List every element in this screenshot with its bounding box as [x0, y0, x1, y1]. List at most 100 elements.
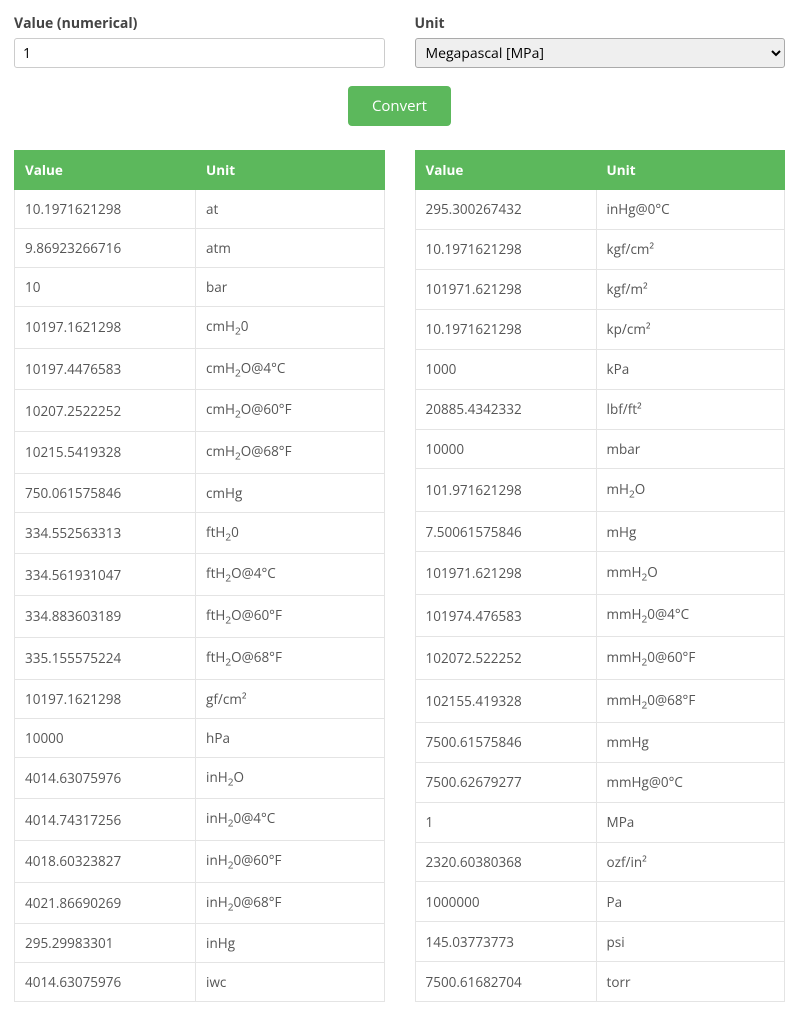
col-header-unit: Unit	[196, 151, 384, 190]
results-table-right: Value Unit 295.300267432inHg@0°C10.19716…	[415, 150, 786, 1002]
table-row: 4018.60323827inH20@60°F	[15, 840, 385, 882]
cell-value: 10000	[415, 429, 596, 469]
cell-unit: mmH20@60°F	[596, 637, 784, 680]
table-row: 102155.419328mmH20@68°F	[415, 680, 785, 723]
cell-value: 101974.476583	[415, 594, 596, 637]
cell-value: 7500.62679277	[415, 762, 596, 802]
table-row: 4021.86690269inH20@68°F	[15, 882, 385, 924]
cell-unit: gf/cm²	[196, 679, 384, 718]
table-row: 101971.621298kgf/m²	[415, 269, 785, 309]
table-row: 9.86923266716atm	[15, 229, 385, 268]
cell-value: 7.50061575846	[415, 512, 596, 552]
cell-unit: cmH20	[196, 307, 384, 349]
cell-unit: inH20@4°C	[196, 799, 384, 841]
col-header-value: Value	[415, 151, 596, 190]
cell-unit: cmH2O@68°F	[196, 432, 384, 474]
cell-value: 1000	[415, 349, 596, 389]
cell-unit: iwc	[196, 963, 384, 1002]
cell-value: 4014.63075976	[15, 757, 196, 799]
table-row: 20885.4342332lbf/ft²	[415, 389, 785, 429]
cell-unit: at	[196, 190, 384, 229]
cell-value: 102155.419328	[415, 680, 596, 723]
table-row: 145.03773773psi	[415, 922, 785, 962]
table-row: 4014.63075976inH2O	[15, 757, 385, 799]
cell-value: 1	[415, 802, 596, 842]
cell-unit: mHg	[596, 512, 784, 552]
table-row: 1000kPa	[415, 349, 785, 389]
cell-unit: lbf/ft²	[596, 389, 784, 429]
cell-unit: inH2O	[196, 757, 384, 799]
cell-unit: mmHg@0°C	[596, 762, 784, 802]
cell-unit: cmH2O@4°C	[196, 348, 384, 390]
cell-unit: ftH2O@60°F	[196, 596, 384, 638]
cell-unit: mmHg	[596, 722, 784, 762]
cell-unit: mmH2O	[596, 552, 784, 595]
value-group: Value (numerical)	[14, 14, 385, 68]
unit-select[interactable]: Megapascal [MPa]	[415, 38, 786, 68]
cell-value: 2320.60380368	[415, 842, 596, 882]
cell-value: 4021.86690269	[15, 882, 196, 924]
cell-unit: ftH2O@4°C	[196, 554, 384, 596]
cell-value: 10197.4476583	[15, 348, 196, 390]
button-row: Convert	[14, 86, 785, 126]
cell-unit: Pa	[596, 882, 784, 922]
cell-value: 10.1971621298	[15, 190, 196, 229]
cell-value: 335.155575224	[15, 637, 196, 679]
cell-value: 101971.621298	[415, 269, 596, 309]
cell-value: 7500.61682704	[415, 962, 596, 1002]
cell-value: 1000000	[415, 882, 596, 922]
cell-unit: ftH2O@68°F	[196, 637, 384, 679]
cell-unit: kgf/cm²	[596, 229, 784, 269]
table-row: 295.300267432inHg@0°C	[415, 190, 785, 230]
table-row: 10000hPa	[15, 718, 385, 757]
table-row: 7.50061575846mHg	[415, 512, 785, 552]
cell-unit: ftH20	[196, 512, 384, 554]
table-row: 101974.476583mmH20@4°C	[415, 594, 785, 637]
table-row: 1000000Pa	[415, 882, 785, 922]
table-row: 10bar	[15, 268, 385, 307]
cell-unit: bar	[196, 268, 384, 307]
cell-unit: kPa	[596, 349, 784, 389]
col-header-unit: Unit	[596, 151, 784, 190]
cell-value: 750.061575846	[15, 473, 196, 512]
cell-value: 102072.522252	[415, 637, 596, 680]
table-row: 4014.74317256inH20@4°C	[15, 799, 385, 841]
table-row: 335.155575224ftH2O@68°F	[15, 637, 385, 679]
table-row: 101971.621298mmH2O	[415, 552, 785, 595]
cell-unit: cmH2O@60°F	[196, 390, 384, 432]
cell-unit: mmH20@68°F	[596, 680, 784, 723]
cell-unit: inH20@60°F	[196, 840, 384, 882]
cell-value: 9.86923266716	[15, 229, 196, 268]
table-row: 10000mbar	[415, 429, 785, 469]
table-row: 750.061575846cmHg	[15, 473, 385, 512]
unit-group: Unit Megapascal [MPa]	[415, 14, 786, 68]
table-row: 102072.522252mmH20@60°F	[415, 637, 785, 680]
cell-value: 4018.60323827	[15, 840, 196, 882]
cell-unit: torr	[596, 962, 784, 1002]
cell-value: 295.29983301	[15, 924, 196, 963]
cell-unit: ozf/in²	[596, 842, 784, 882]
cell-value: 4014.74317256	[15, 799, 196, 841]
cell-unit: inHg@0°C	[596, 190, 784, 230]
table-row: 7500.61575846mmHg	[415, 722, 785, 762]
cell-value: 10197.1621298	[15, 307, 196, 349]
table-row: 334.561931047ftH2O@4°C	[15, 554, 385, 596]
table-row: 4014.63075976iwc	[15, 963, 385, 1002]
convert-button[interactable]: Convert	[348, 86, 451, 126]
table-row: 10197.4476583cmH2O@4°C	[15, 348, 385, 390]
cell-value: 10207.2522252	[15, 390, 196, 432]
results-row: Value Unit 10.1971621298at9.86923266716a…	[14, 150, 785, 1002]
cell-value: 334.561931047	[15, 554, 196, 596]
cell-unit: psi	[596, 922, 784, 962]
cell-unit: hPa	[196, 718, 384, 757]
cell-unit: cmHg	[196, 473, 384, 512]
cell-unit: inH20@68°F	[196, 882, 384, 924]
value-input[interactable]	[14, 38, 385, 68]
unit-label: Unit	[415, 14, 786, 33]
cell-value: 10215.5419328	[15, 432, 196, 474]
cell-value: 10	[15, 268, 196, 307]
cell-unit: MPa	[596, 802, 784, 842]
table-row: 334.883603189ftH2O@60°F	[15, 596, 385, 638]
table-row: 10197.1621298gf/cm²	[15, 679, 385, 718]
table-row: 7500.62679277mmHg@0°C	[415, 762, 785, 802]
